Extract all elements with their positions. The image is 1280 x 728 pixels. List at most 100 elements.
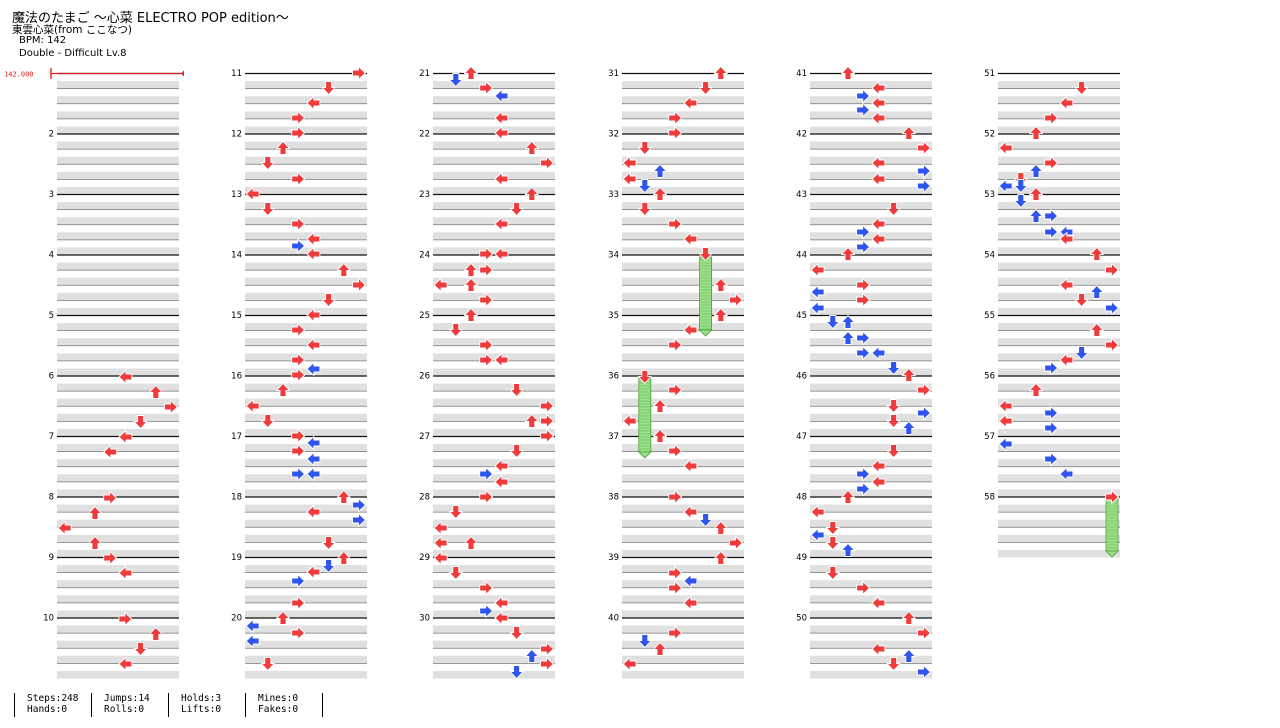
red-arrow-note: [352, 278, 366, 292]
measure-label: 28: [419, 493, 430, 503]
red-arrow-note: [1044, 156, 1059, 170]
red-arrow-note: [1105, 263, 1119, 277]
beat-band: [810, 595, 932, 603]
beat-band: [57, 428, 179, 437]
measure-label: 40: [608, 614, 619, 624]
beat-band: [810, 126, 932, 134]
beat-band: [622, 428, 744, 437]
red-arrow-note: [291, 444, 306, 458]
red-arrow-note: [901, 611, 916, 625]
measure-label: 11: [231, 69, 242, 79]
beat-band: [57, 610, 179, 618]
red-arrow-note: [841, 66, 855, 80]
blue-arrow-note: [479, 604, 494, 618]
red-arrow-note: [540, 657, 554, 671]
beat-band: [433, 111, 555, 119]
red-arrow-note: [871, 156, 886, 170]
red-arrow-note: [540, 429, 554, 443]
beat-band: [57, 307, 179, 316]
beat-band: [245, 595, 367, 603]
blue-arrow-note: [917, 665, 931, 679]
beat-band: [245, 383, 367, 392]
blue-arrow-note: [291, 467, 306, 481]
beat-band: [433, 323, 555, 331]
red-arrow-note: [479, 247, 494, 261]
beat-band: [998, 459, 1120, 467]
red-arrow-note: [1029, 126, 1043, 140]
measure-label: 41: [796, 69, 807, 79]
beat-band: [622, 595, 744, 603]
beat-band: [622, 549, 744, 558]
beat-band: [998, 126, 1120, 134]
beat-band: [57, 534, 179, 543]
red-arrow-note: [668, 581, 683, 595]
red-arrow-note: [494, 611, 509, 625]
beat-band: [57, 444, 179, 452]
beat-band: [245, 640, 367, 649]
beat-band: [810, 534, 932, 543]
red-arrow-note: [276, 611, 290, 625]
red-arrow-note: [713, 308, 728, 322]
red-arrow-note: [825, 566, 840, 580]
stat-group-jumps: Jumps:14 Rolls:0: [91, 693, 168, 717]
red-arrow-note: [917, 383, 931, 397]
red-arrow-note: [998, 414, 1013, 428]
beat-band: [998, 428, 1120, 437]
red-arrow-note: [118, 430, 133, 444]
red-arrow-note: [479, 581, 494, 595]
blue-arrow-note: [352, 513, 366, 527]
red-arrow-note: [260, 657, 275, 671]
red-arrow-note: [118, 370, 133, 384]
red-arrow-note: [103, 551, 118, 565]
beat-band: [245, 428, 367, 437]
blue-arrow-note: [856, 225, 871, 239]
red-arrow-note: [886, 202, 901, 216]
blue-arrow-note: [1074, 346, 1089, 360]
blue-arrow-note: [637, 179, 652, 193]
beat-band: [433, 232, 555, 240]
beat-band: [245, 186, 367, 195]
red-arrow-note: [871, 217, 886, 231]
red-arrow-note: [841, 247, 855, 261]
measure-label: 31: [608, 69, 619, 79]
measure-label: 26: [419, 372, 430, 382]
beat-band: [433, 338, 555, 346]
red-arrow-note: [1029, 187, 1043, 201]
blue-arrow-note: [321, 559, 336, 573]
beat-band: [433, 171, 555, 180]
red-arrow-note: [1059, 278, 1074, 292]
red-arrow-note: [683, 323, 698, 337]
measure-label: 52: [984, 130, 995, 140]
beat-band: [622, 444, 744, 452]
red-arrow-note: [479, 490, 494, 504]
beat-band: [245, 504, 367, 513]
beat-band: [245, 474, 367, 482]
blue-arrow-note: [479, 467, 494, 481]
beat-band: [998, 534, 1120, 543]
red-arrow-note: [1059, 96, 1074, 110]
beat-band: [57, 111, 179, 119]
beat-band: [433, 580, 555, 588]
beat-band: [57, 262, 179, 271]
red-arrow-note: [698, 81, 713, 95]
beat-band: [433, 292, 555, 301]
measure-label: 49: [796, 553, 807, 563]
red-arrow-note: [998, 399, 1013, 413]
bpm-marker-end: [181, 70, 184, 77]
blue-arrow-note: [1013, 179, 1028, 193]
beat-band: [810, 565, 932, 573]
blue-arrow-note: [306, 467, 321, 481]
beat-band: [810, 428, 932, 437]
red-arrow-note: [494, 247, 509, 261]
beat-band: [433, 625, 555, 634]
red-arrow-note: [1105, 338, 1119, 352]
beat-band: [998, 368, 1120, 376]
measure-label: 46: [796, 372, 807, 382]
red-arrow-note: [622, 414, 637, 428]
red-arrow-note: [291, 368, 306, 382]
red-arrow-note: [540, 642, 554, 656]
red-arrow-note: [668, 490, 683, 504]
blue-arrow-note: [901, 421, 916, 435]
red-arrow-note: [88, 536, 102, 550]
beat-band: [433, 595, 555, 603]
